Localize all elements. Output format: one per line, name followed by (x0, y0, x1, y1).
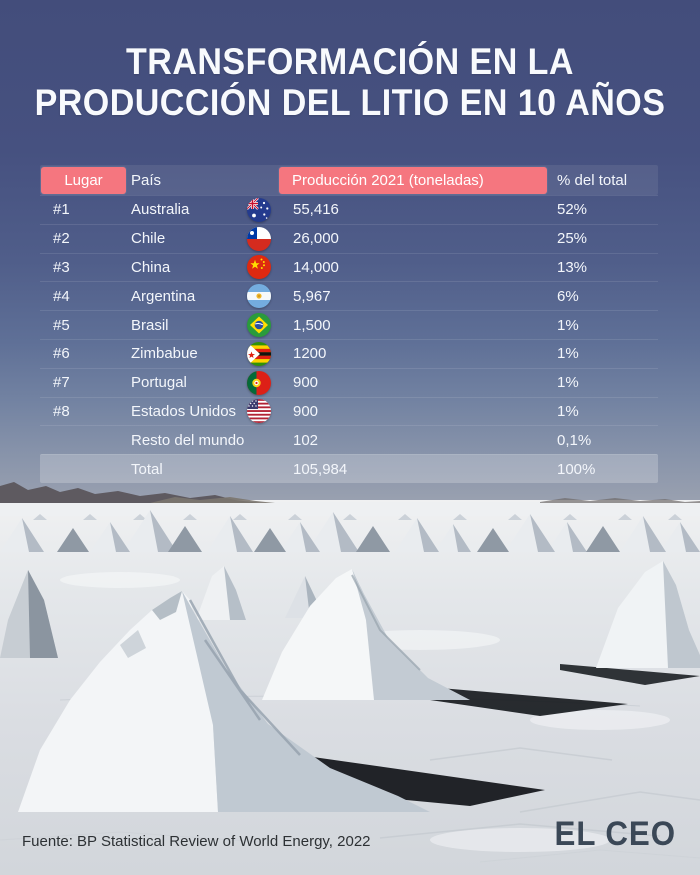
title-line-2: PRODUCCIÓN DEL LITIO EN 10 AÑOS (34, 82, 666, 123)
production-table: Lugar País Producción 2021 (toneladas) %… (40, 165, 658, 483)
header-production: Producción 2021 (toneladas) (279, 166, 547, 194)
country-cell: Argentina (131, 287, 196, 305)
production-cell: 1,500 (293, 316, 331, 334)
country-cell: Zimbabue (131, 345, 198, 363)
share-cell: 0,1% (557, 431, 592, 449)
estados-unidos-flag-icon (239, 399, 279, 424)
rank-cell: #3 (53, 258, 70, 276)
table-row: #3 China 14,000 13% (40, 252, 658, 282)
argentina-flag-icon (239, 284, 279, 309)
rank-cell: #4 (53, 287, 70, 305)
rank-cell: #6 (53, 345, 70, 363)
share-cell: 100% (557, 460, 596, 478)
share-cell: 6% (557, 287, 579, 305)
right-salt-pile (560, 561, 700, 685)
source-note: Fuente: BP Statistical Review of World E… (22, 833, 371, 850)
share-cell: 1% (557, 345, 579, 363)
production-cell: 105,984 (293, 460, 348, 478)
share-cell: 1% (557, 402, 579, 420)
header-share: % del total (557, 171, 628, 189)
table-row: #2 Chile 26,000 25% (40, 223, 658, 253)
rank-cell: #2 (53, 230, 70, 248)
center-salt-pile (262, 569, 628, 716)
table-row-total: Total 105,984 100% (40, 454, 658, 483)
country-cell: Resto del mundo (131, 431, 245, 449)
share-cell: 13% (557, 258, 588, 276)
production-cell: 14,000 (293, 258, 339, 276)
mountain-range (0, 482, 700, 503)
production-cell: 26,000 (293, 230, 339, 248)
table-row: #5 Brasil 1,500 1% (40, 310, 658, 339)
production-cell: 900 (293, 374, 319, 392)
rank-cell: #7 (53, 374, 70, 392)
header-rank: Lugar (41, 166, 126, 194)
distant-salt-piles (33, 514, 682, 520)
production-cell: 5,967 (293, 287, 331, 305)
elceo-logo: EL CEO (554, 815, 676, 853)
sky (0, 0, 700, 503)
australia-flag-icon (239, 197, 279, 222)
share-cell: 1% (557, 316, 579, 334)
country-cell: Portugal (131, 374, 187, 392)
rank-cell: #8 (53, 402, 70, 420)
back-row-salt-piles (0, 510, 700, 552)
table-header-row: Lugar País Producción 2021 (toneladas) %… (40, 165, 658, 195)
table-row: #7 Portugal 900 1% (40, 367, 658, 397)
share-cell: 1% (557, 374, 579, 392)
title-line-1: TRANSFORMACIÓN EN LA (126, 41, 574, 82)
country-cell: Total (131, 460, 163, 478)
production-cell: 55,416 (293, 201, 339, 219)
country-cell: Australia (131, 201, 190, 219)
production-cell: 102 (293, 431, 319, 449)
rank-cell: #5 (53, 316, 70, 334)
rank-cell: #1 (53, 201, 70, 219)
production-cell: 900 (293, 402, 319, 420)
portugal-flag-icon (239, 370, 279, 395)
chile-flag-icon (239, 226, 279, 251)
table-row: #4 Argentina 5,967 6% (40, 281, 658, 310)
share-cell: 52% (557, 201, 588, 219)
share-cell: 25% (557, 230, 588, 248)
country-cell: China (131, 258, 171, 276)
production-cell: 1200 (293, 345, 327, 363)
country-cell: Chile (131, 230, 166, 248)
country-cell: Brasil (131, 316, 169, 334)
table-row: #6 Zimbabue 1200 1% (40, 338, 658, 368)
zimbabue-flag-icon (239, 341, 279, 366)
table-row: #1 Australia 55,416 52% (40, 195, 658, 224)
china-flag-icon (239, 255, 279, 280)
country-cell: Estados Unidos (131, 402, 237, 420)
header-country: País (131, 171, 162, 189)
table-row: Resto del mundo 102 0,1% (40, 425, 658, 454)
brasil-flag-icon (239, 313, 279, 338)
foreground-salt-pile (18, 591, 545, 812)
table-row: #8 Estados Unidos 900 1% (40, 396, 658, 426)
page-title: TRANSFORMACIÓN EN LA PRODUCCIÓN DEL LITI… (28, 41, 672, 123)
